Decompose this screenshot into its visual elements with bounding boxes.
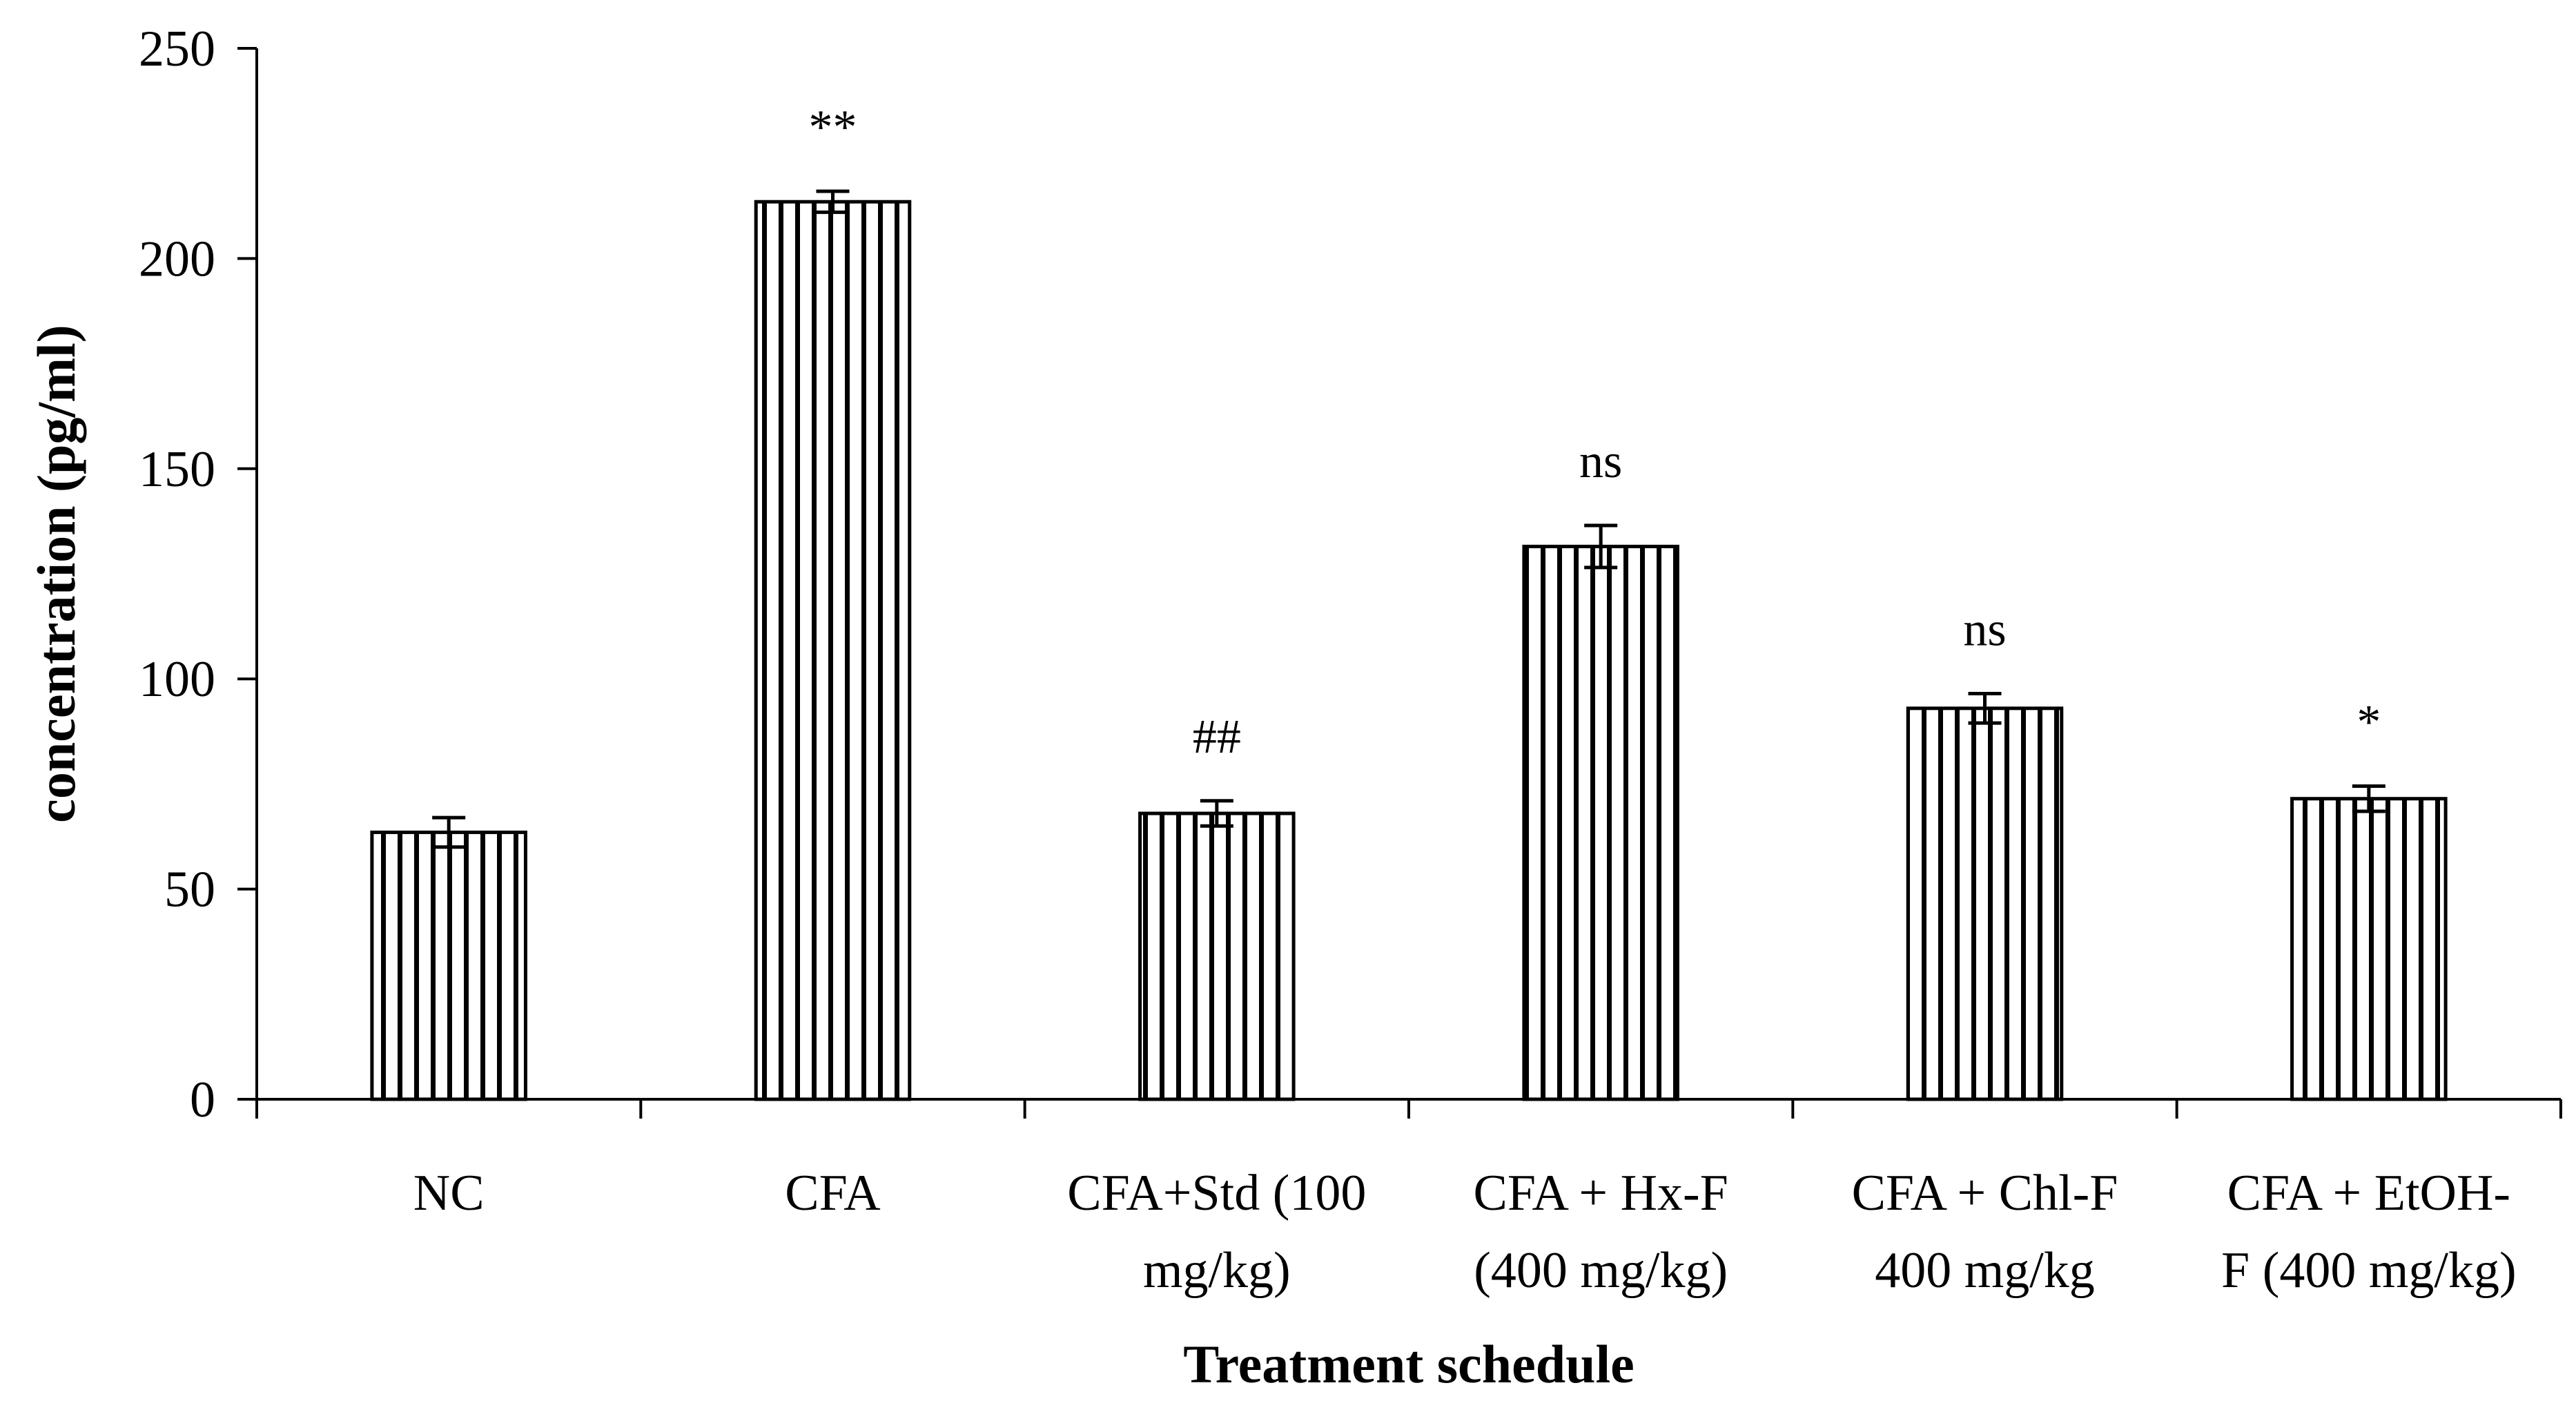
y-tick-label: 150 — [139, 441, 215, 498]
significance-label: * — [2357, 695, 2381, 748]
y-tick-label: 200 — [139, 231, 215, 287]
category-label: CFA — [785, 1165, 880, 1221]
bar — [2290, 797, 2448, 1101]
category-label: F (400 mg/kg) — [2221, 1242, 2517, 1299]
error-bar — [2352, 784, 2385, 813]
error-bar — [1584, 523, 1618, 570]
y-tick-label: 0 — [190, 1072, 215, 1128]
category-label: CFA + Hx-F — [1473, 1165, 1728, 1221]
category-label: mg/kg) — [1143, 1242, 1291, 1299]
category-label: CFA + EtOH- — [2227, 1165, 2510, 1221]
category-label: (400 mg/kg) — [1474, 1242, 1728, 1299]
bar — [754, 200, 912, 1101]
category-label: NC — [413, 1165, 485, 1221]
significance-label: ** — [809, 101, 857, 154]
error-bar — [1200, 799, 1233, 828]
error-bar — [1968, 692, 2002, 725]
bar — [1522, 544, 1679, 1101]
y-tick-label: 50 — [164, 862, 215, 918]
category-label: CFA+Std (100 — [1067, 1165, 1366, 1221]
bar — [1138, 811, 1296, 1101]
error-bar — [816, 189, 850, 214]
significance-label: ns — [1579, 435, 1622, 488]
y-tick-label: 250 — [139, 21, 215, 77]
category-label: 400 mg/kg — [1875, 1242, 2095, 1299]
y-axis-title: concentration (pg/ml) — [26, 325, 86, 822]
error-bar — [432, 815, 466, 849]
significance-label: ## — [1193, 711, 1241, 764]
significance-label: ns — [1963, 603, 2006, 657]
bar — [1906, 706, 2064, 1101]
bar — [370, 830, 527, 1101]
y-tick-label: 100 — [139, 651, 215, 708]
x-axis-title: Treatment schedule — [1183, 1334, 1635, 1394]
category-label: CFA + Chl-F — [1852, 1165, 2118, 1221]
